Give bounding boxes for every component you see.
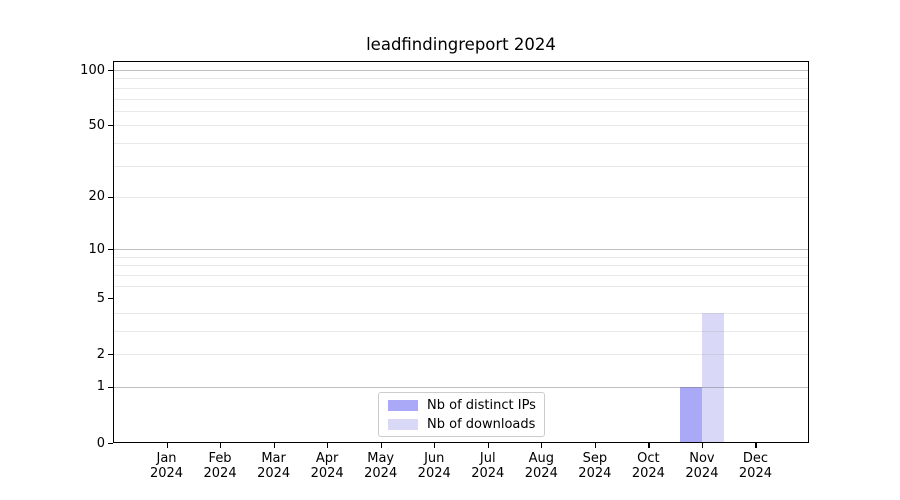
x-tick-label-feb: Feb 2024 <box>190 451 250 481</box>
x-tick-month: Aug <box>528 451 554 466</box>
x-tick-month: Feb <box>208 451 232 466</box>
legend: Nb of distinct IPs Nb of downloads <box>378 392 545 437</box>
gridline-minor <box>113 78 809 80</box>
y-tick-mark <box>108 354 113 356</box>
y-tick-mark <box>108 196 113 199</box>
x-tick-year: 2024 <box>578 466 612 481</box>
gridline-minor <box>113 110 809 112</box>
x-tick-month: Oct <box>637 451 660 466</box>
x-tick-label-jun: Jun 2024 <box>404 451 464 481</box>
y-tick-label: 10 <box>88 241 105 257</box>
gridline-minor <box>113 330 809 332</box>
x-tick-year: 2024 <box>257 466 291 481</box>
y-tick-label: 100 <box>80 62 105 78</box>
y-tick-label: 0 <box>96 435 105 451</box>
y-tick-label: 20 <box>88 189 105 205</box>
x-tick-label-oct: Oct 2024 <box>618 451 678 481</box>
x-tick-year: 2024 <box>364 466 398 481</box>
y-tick-mark <box>108 443 113 445</box>
x-tick-month: Apr <box>315 451 339 466</box>
x-tick-mark <box>594 443 597 448</box>
x-tick-mark <box>701 443 704 448</box>
chart-title: leadfindingreport 2024 <box>366 35 556 54</box>
gridline-minor <box>113 312 809 314</box>
x-tick-mark <box>273 443 275 448</box>
legend-label-downloads: Nb of downloads <box>427 416 536 432</box>
gridline-major <box>113 386 809 388</box>
x-tick-label-may: May 2024 <box>351 451 411 481</box>
x-tick-mark <box>434 443 436 448</box>
x-tick-label-nov: Nov 2024 <box>672 451 732 481</box>
gridline-minor <box>113 165 809 167</box>
gridline-major <box>113 249 809 251</box>
legend-item-downloads: Nb of downloads <box>388 417 535 432</box>
x-tick-year: 2024 <box>631 466 665 481</box>
x-tick-mark <box>487 443 489 448</box>
y-tick-mark <box>108 125 113 127</box>
y-tick-label: 5 <box>96 290 105 306</box>
x-tick-label-mar: Mar 2024 <box>244 451 304 481</box>
x-tick-mark <box>648 443 650 448</box>
x-tick-mark <box>166 443 168 448</box>
y-tick-label: 1 <box>96 379 105 395</box>
x-tick-label-jan: Jan 2024 <box>137 451 197 481</box>
x-tick-month: Nov <box>689 451 715 466</box>
gridline-minor <box>113 125 809 127</box>
x-tick-month: Dec <box>742 451 769 466</box>
x-tick-year: 2024 <box>738 466 772 481</box>
x-tick-month: Jan <box>156 451 177 466</box>
x-tick-mark <box>327 443 329 448</box>
gridline-minor <box>113 98 809 100</box>
x-tick-mark <box>755 443 757 448</box>
gridline-minor <box>113 274 809 276</box>
x-tick-mark <box>541 443 543 448</box>
x-tick-mark <box>220 443 222 448</box>
x-tick-year: 2024 <box>524 466 558 481</box>
gridline-major <box>113 70 809 72</box>
x-tick-month: Sep <box>582 451 608 466</box>
y-tick-mark <box>108 386 113 389</box>
legend-item-distinct-ips: Nb of distinct IPs <box>388 397 536 413</box>
x-tick-year: 2024 <box>203 466 237 481</box>
gridline-minor <box>113 265 809 267</box>
gridline-minor <box>113 285 809 287</box>
bar-nb-of-downloads-nov <box>701 312 724 443</box>
gridline-minor <box>113 196 809 198</box>
x-tick-label-sep: Sep 2024 <box>565 451 625 481</box>
gridline-minor <box>113 256 809 258</box>
gridline-minor <box>113 87 809 89</box>
x-tick-year: 2024 <box>471 466 505 481</box>
x-tick-year: 2024 <box>149 466 184 481</box>
gridline-minor <box>113 142 809 144</box>
x-tick-month: May <box>367 451 395 466</box>
y-tick-label: 50 <box>88 117 105 133</box>
legend-label-distinct-ips: Nb of distinct IPs <box>427 397 536 413</box>
y-tick-mark <box>108 298 113 300</box>
x-tick-year: 2024 <box>685 466 719 481</box>
x-tick-label-dec: Dec 2024 <box>725 451 785 481</box>
x-tick-label-jul: Jul 2024 <box>458 451 518 481</box>
x-tick-year: 2024 <box>417 466 451 481</box>
x-tick-month: Mar <box>261 451 286 466</box>
x-tick-mark <box>380 443 382 448</box>
x-tick-year: 2024 <box>310 466 344 481</box>
y-tick-mark <box>108 70 113 72</box>
y-tick-label: 2 <box>96 346 105 362</box>
y-tick-mark <box>108 249 113 251</box>
x-tick-label-aug: Aug 2024 <box>511 451 571 481</box>
x-tick-label-apr: Apr 2024 <box>297 451 357 481</box>
gridline-minor <box>113 354 809 356</box>
x-tick-month: Jul <box>479 451 496 466</box>
legend-swatch-distinct-ips <box>388 399 418 411</box>
legend-swatch-downloads <box>388 418 418 430</box>
bar-nb-of-distinct-ips-nov <box>679 386 702 443</box>
x-tick-month: Jun <box>424 451 445 466</box>
